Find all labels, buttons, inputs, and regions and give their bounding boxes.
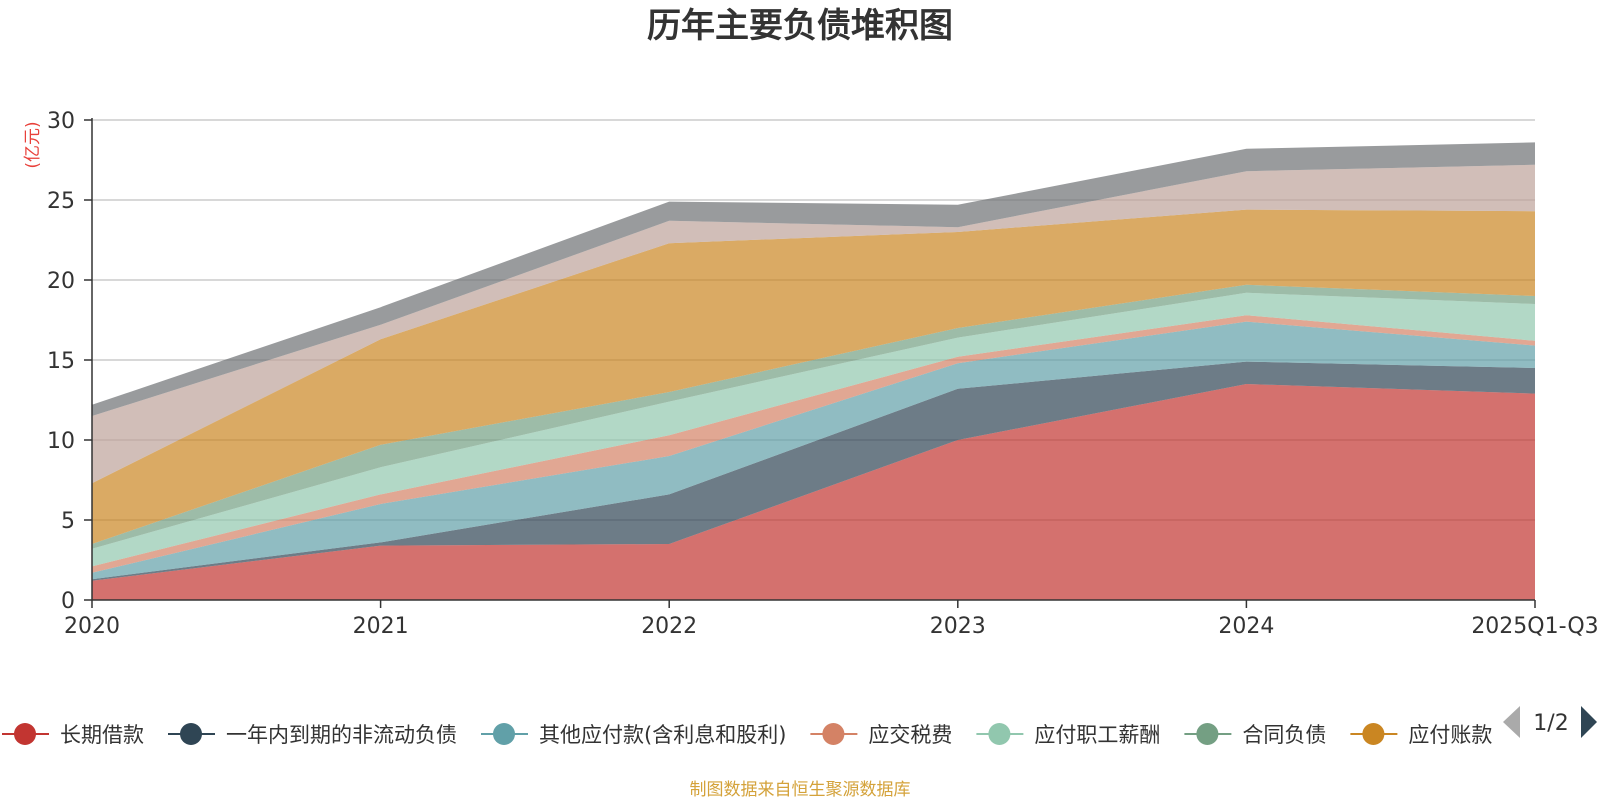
area-其他应付款(含利息和股利) bbox=[92, 321, 1535, 580]
area-series bbox=[92, 142, 1535, 600]
legend-label: 应付账款 bbox=[1408, 723, 1492, 747]
legend-item-应付账款[interactable]: 应付账款 bbox=[1350, 723, 1492, 747]
legend-item-合同负债[interactable]: 合同负债 bbox=[1184, 723, 1326, 747]
axes: 2020 2021 2022 2023 2024 2025Q1-Q3 bbox=[64, 118, 1599, 639]
grid-lines: 0 5 10 15 20 25 30 bbox=[47, 109, 1535, 614]
legend-prev-page-icon[interactable] bbox=[1503, 706, 1520, 738]
legend-marker-icon bbox=[1196, 723, 1219, 745]
legend-label: 应付职工薪酬 bbox=[1034, 723, 1160, 747]
y-tick-label: 30 bbox=[47, 109, 75, 134]
area-一年内到期的非流动负债 bbox=[92, 361, 1535, 581]
x-tick-label: 2025Q1-Q3 bbox=[1471, 614, 1598, 639]
y-tick-label: 15 bbox=[47, 349, 75, 374]
legend-marker-icon bbox=[493, 723, 515, 745]
legend-marker-icon bbox=[180, 723, 202, 745]
y-tick-label: 20 bbox=[47, 269, 75, 294]
legend-item-应交税费[interactable]: 应交税费 bbox=[810, 723, 952, 747]
legend-label: 其他应付款(含利息和股利) bbox=[539, 723, 786, 747]
y-tick-label: 0 bbox=[61, 589, 75, 614]
area-应付票据 bbox=[92, 164, 1535, 484]
legend-label: 合同负债 bbox=[1242, 723, 1326, 747]
legend-marker-icon bbox=[14, 723, 36, 745]
area-应付职工薪酬 bbox=[92, 292, 1535, 567]
source-note: 制图数据来自恒生聚源数据库 bbox=[690, 780, 911, 800]
y-tick-label: 25 bbox=[47, 189, 75, 214]
legend[interactable]: 长期借款 一年内到期的非流动负债 其他应付款(含利息和股利) 应交税费 应付职工薪酬 合同… bbox=[2, 723, 1492, 747]
legend-item-应付职工薪酬[interactable]: 应付职工薪酬 bbox=[976, 723, 1160, 747]
legend-page-indicator: 1/2 bbox=[1533, 711, 1568, 736]
legend-label: 应交税费 bbox=[868, 723, 952, 747]
legend-label: 一年内到期的非流动负债 bbox=[226, 723, 457, 747]
area-应付账款 bbox=[92, 209, 1535, 544]
legend-pager[interactable]: 1/2 bbox=[1503, 706, 1597, 738]
x-tick-label: 2023 bbox=[930, 614, 986, 639]
legend-label: 长期借款 bbox=[60, 723, 144, 747]
y-tick-label: 5 bbox=[61, 509, 75, 534]
legend-marker-icon bbox=[822, 723, 845, 745]
legend-item-一年内到期的非流动负债[interactable]: 一年内到期的非流动负债 bbox=[168, 723, 457, 747]
legend-marker-icon bbox=[1362, 723, 1385, 745]
legend-next-page-icon[interactable] bbox=[1581, 706, 1597, 738]
x-tick-label: 2022 bbox=[641, 614, 697, 639]
x-tick-label: 2021 bbox=[353, 614, 409, 639]
x-tick-label: 2024 bbox=[1218, 614, 1274, 639]
y-axis-unit: (亿元) bbox=[23, 121, 43, 168]
chart-title: 历年主要负债堆积图 bbox=[647, 6, 953, 46]
legend-marker-icon bbox=[988, 723, 1011, 745]
y-tick-label: 10 bbox=[47, 429, 75, 454]
x-tick-label: 2020 bbox=[64, 614, 120, 639]
legend-item-长期借款[interactable]: 长期借款 bbox=[2, 723, 144, 747]
legend-item-其他应付款(含利息和股利)[interactable]: 其他应付款(含利息和股利) bbox=[481, 723, 786, 747]
